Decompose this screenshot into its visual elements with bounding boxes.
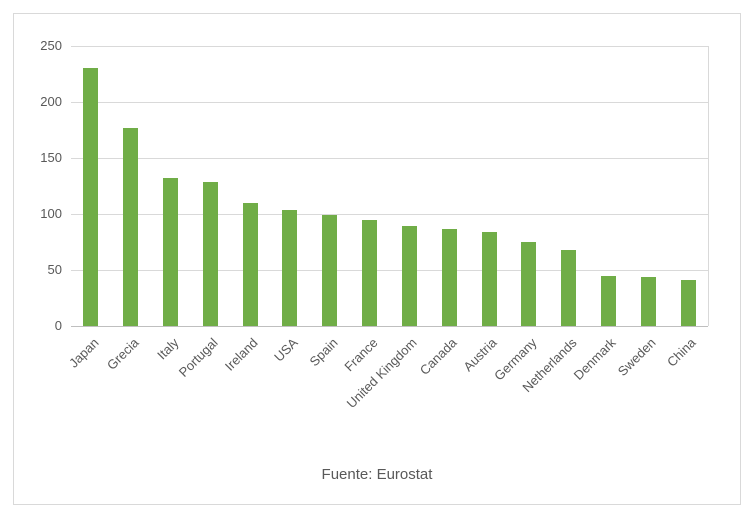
chart-card: 0 50 100 150 200 250 Japan Grecia Italy Portugal I… — [13, 13, 741, 505]
bar-japan — [83, 68, 99, 326]
bar-canada — [441, 228, 457, 326]
bar-denmark — [600, 275, 616, 326]
bar-portugal — [202, 181, 218, 326]
bar-united-kingdom — [401, 226, 417, 326]
bar-austria — [481, 231, 497, 326]
gridline — [71, 46, 708, 47]
y-tick-label: 200 — [40, 94, 62, 109]
gridline — [71, 158, 708, 159]
gridline — [71, 102, 708, 103]
bar-chart: 0 50 100 150 200 250 Japan Grecia Italy Portugal I… — [14, 14, 740, 504]
y-tick-label: 100 — [40, 206, 62, 221]
bar-usa — [282, 209, 298, 326]
y-tick-label: 150 — [40, 150, 62, 165]
bar-france — [362, 219, 378, 326]
chart-source-caption: Fuente: Eurostat — [321, 466, 433, 483]
bar-italy — [163, 178, 179, 326]
x-axis-line — [71, 326, 708, 327]
bar-ireland — [242, 202, 258, 326]
bar-china — [680, 280, 696, 326]
gridline — [71, 270, 708, 271]
bar-grecia — [123, 127, 139, 326]
plot-area-right-border — [708, 46, 709, 326]
y-tick-label: 250 — [40, 38, 62, 53]
bar-germany — [521, 242, 537, 326]
bar-spain — [322, 215, 338, 326]
y-tick-label: 0 — [54, 318, 62, 333]
y-tick-label: 50 — [47, 262, 62, 277]
bar-netherlands — [561, 249, 577, 326]
bar-sweden — [640, 276, 656, 326]
gridline — [71, 214, 708, 215]
